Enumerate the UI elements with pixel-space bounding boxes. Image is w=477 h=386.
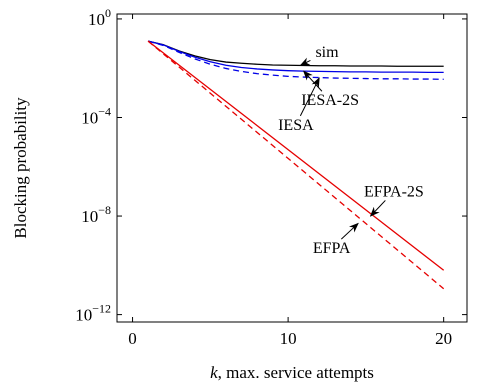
y-tick-label: 10−4: [81, 104, 111, 127]
ticks-layer: 0 10 20 100 10−4 10−8 10−12: [75, 6, 467, 348]
series-line-iesa-2s: [147, 40, 444, 74]
annotations: sim IESA-2S IESA EFPA-2S EFPA: [278, 44, 424, 257]
x-tick-label: 10: [280, 329, 297, 348]
plot-frame: [116, 13, 468, 323]
series-line-iesa: [147, 40, 444, 80]
x-tick-label: 0: [128, 329, 137, 348]
annotation-arrow-iesa-2s: [302, 70, 323, 92]
annotation-label-efpa-2s: EFPA-2S: [364, 183, 424, 200]
x-tick-label: 20: [435, 329, 452, 348]
series-line-efpa: [147, 40, 445, 290]
annotation-label-sim: sim: [315, 44, 339, 61]
y-tick-label: 100: [88, 6, 111, 29]
annotation-label-efpa: EFPA: [313, 240, 351, 257]
series-line-sim: [147, 40, 444, 67]
x-axis-label: k, max. service attempts: [210, 363, 374, 382]
annotation-label-iesa: IESA: [278, 117, 314, 134]
series-line-efpa-2s: [147, 40, 445, 271]
y-tick-label: 10−8: [81, 203, 111, 226]
annotation-arrow-sim: [299, 57, 311, 66]
y-axis-label: Blocking probability: [11, 97, 30, 239]
series-layer: [147, 40, 445, 290]
annotation-arrow-iesa: [299, 77, 320, 117]
y-tick-label: 10−12: [75, 302, 111, 325]
annotation-label-iesa-2s: IESA-2S: [301, 92, 359, 109]
annotation-arrow-efpa-2s: [369, 200, 386, 217]
annotation-arrow-efpa: [340, 222, 359, 240]
